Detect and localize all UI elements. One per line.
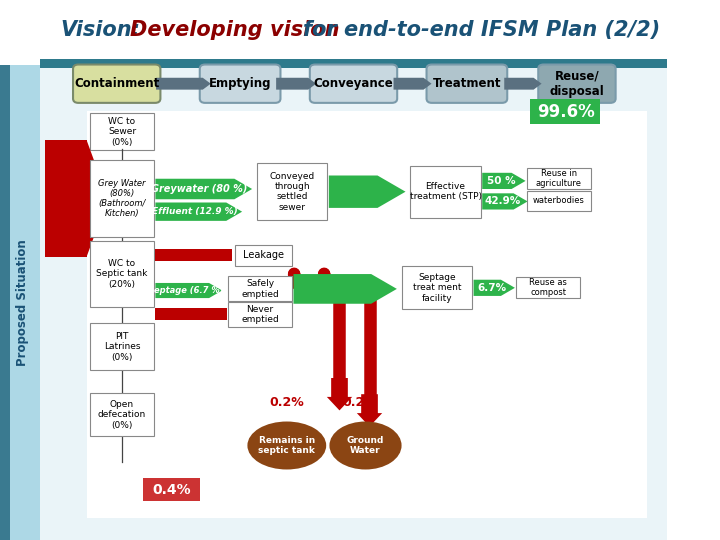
Text: PIT
Latrines
(0%): PIT Latrines (0%) — [104, 332, 140, 362]
Text: Effective
treatment (STP): Effective treatment (STP) — [410, 182, 482, 201]
Text: Ground
Water: Ground Water — [347, 436, 384, 455]
FancyBboxPatch shape — [426, 64, 508, 103]
FancyBboxPatch shape — [516, 277, 580, 298]
Bar — [40, 59, 667, 68]
Text: Remains in
septic tank: Remains in septic tank — [258, 436, 315, 455]
FancyBboxPatch shape — [530, 99, 600, 124]
FancyBboxPatch shape — [527, 191, 591, 211]
Text: Conveyed
through
settled
sewer: Conveyed through settled sewer — [269, 172, 315, 212]
FancyBboxPatch shape — [143, 478, 200, 501]
FancyBboxPatch shape — [90, 160, 154, 237]
Text: Grey Water
(80%)
(Bathroom/
Kitchen): Grey Water (80%) (Bathroom/ Kitchen) — [99, 179, 146, 218]
Polygon shape — [294, 274, 397, 303]
FancyBboxPatch shape — [228, 276, 292, 301]
FancyBboxPatch shape — [73, 64, 161, 103]
Text: 50 %: 50 % — [487, 176, 516, 186]
Text: Conveyance: Conveyance — [314, 77, 393, 90]
FancyBboxPatch shape — [402, 266, 472, 309]
FancyBboxPatch shape — [228, 302, 292, 327]
Text: for end-to-end IFSM Plan (2/2): for end-to-end IFSM Plan (2/2) — [303, 19, 661, 40]
Text: Safely
emptied: Safely emptied — [241, 279, 279, 299]
Polygon shape — [156, 283, 222, 298]
Polygon shape — [394, 78, 431, 90]
Polygon shape — [156, 179, 252, 199]
Text: Containment: Containment — [74, 77, 159, 90]
FancyBboxPatch shape — [310, 64, 397, 103]
Ellipse shape — [330, 422, 400, 468]
Text: Greywater (80 %): Greywater (80 %) — [150, 184, 247, 194]
Text: 42.9%: 42.9% — [485, 197, 521, 206]
FancyBboxPatch shape — [235, 245, 292, 266]
Text: Leakage: Leakage — [243, 251, 284, 260]
FancyBboxPatch shape — [90, 323, 154, 370]
FancyBboxPatch shape — [410, 166, 481, 218]
FancyArrow shape — [156, 249, 232, 261]
FancyBboxPatch shape — [257, 163, 328, 220]
Polygon shape — [329, 176, 405, 208]
Text: 0.4%: 0.4% — [152, 483, 191, 497]
Polygon shape — [482, 193, 528, 210]
Text: waterbodies: waterbodies — [533, 197, 585, 205]
Text: 0.2%: 0.2% — [343, 396, 377, 409]
FancyBboxPatch shape — [527, 168, 591, 189]
Text: Septage
treat ment
facility: Septage treat ment facility — [413, 273, 461, 303]
FancyBboxPatch shape — [90, 393, 154, 436]
Bar — [86, 111, 647, 518]
Text: Emptying: Emptying — [209, 77, 271, 90]
Polygon shape — [482, 173, 526, 189]
Polygon shape — [276, 78, 316, 90]
Polygon shape — [156, 78, 211, 90]
Text: Effluent (12.9 %): Effluent (12.9 %) — [151, 207, 238, 216]
Text: Reuse in
agriculture: Reuse in agriculture — [536, 170, 582, 188]
Text: Open
defecation
(0%): Open defecation (0%) — [98, 400, 146, 430]
FancyArrow shape — [357, 394, 382, 427]
Text: Reuse as
compost: Reuse as compost — [529, 278, 567, 296]
FancyBboxPatch shape — [199, 64, 281, 103]
FancyBboxPatch shape — [539, 64, 616, 103]
FancyBboxPatch shape — [90, 113, 154, 150]
Bar — [40, 65, 667, 540]
Text: 99.6%: 99.6% — [536, 103, 595, 121]
Bar — [0, 65, 10, 540]
Text: WC to
Sewer
(0%): WC to Sewer (0%) — [108, 117, 136, 147]
Polygon shape — [86, 140, 108, 256]
FancyArrow shape — [156, 308, 228, 320]
Text: WC to
Septic tank
(20%): WC to Septic tank (20%) — [96, 259, 148, 289]
Polygon shape — [474, 280, 515, 296]
Ellipse shape — [248, 422, 325, 468]
Polygon shape — [504, 78, 541, 90]
Text: 6.7%: 6.7% — [477, 283, 507, 293]
Polygon shape — [156, 202, 242, 221]
Text: Vision:: Vision: — [60, 19, 140, 40]
Bar — [45, 140, 86, 256]
Bar — [0, 65, 40, 540]
FancyArrow shape — [327, 378, 352, 410]
Text: Reuse/
disposal: Reuse/ disposal — [549, 70, 604, 98]
Text: Septage (6.7 %): Septage (6.7 %) — [148, 286, 223, 295]
FancyBboxPatch shape — [90, 241, 154, 307]
Text: Treatment: Treatment — [433, 77, 501, 90]
Text: Developing vision: Developing vision — [130, 19, 340, 40]
Text: Proposed Situation: Proposed Situation — [16, 239, 29, 366]
Text: 0.2%: 0.2% — [269, 396, 304, 409]
Text: Never
emptied: Never emptied — [241, 305, 279, 324]
